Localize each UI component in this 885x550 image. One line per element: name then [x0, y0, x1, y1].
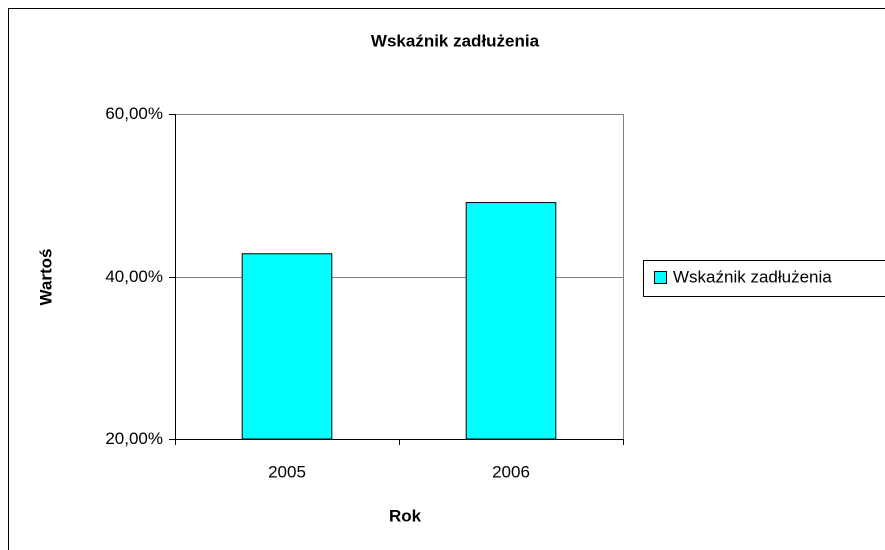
- y-tick-label: 20,00%: [105, 429, 163, 448]
- x-axis-label: Rok: [389, 506, 422, 525]
- x-tick-label: 2005: [268, 462, 306, 481]
- bar: [241, 253, 333, 440]
- y-tick-label: 60,00%: [105, 104, 163, 123]
- legend-swatch: [654, 271, 667, 284]
- y-axis-label: Wartoś: [36, 249, 55, 306]
- x-tick-label: 2006: [492, 462, 530, 481]
- bar: [465, 202, 557, 440]
- chart-title: Wskaźnik zadłużenia: [371, 31, 540, 50]
- y-tick-label: 40,00%: [105, 267, 163, 286]
- legend: [643, 260, 885, 297]
- legend-label: Wskaźnik zadłużenia: [673, 267, 832, 286]
